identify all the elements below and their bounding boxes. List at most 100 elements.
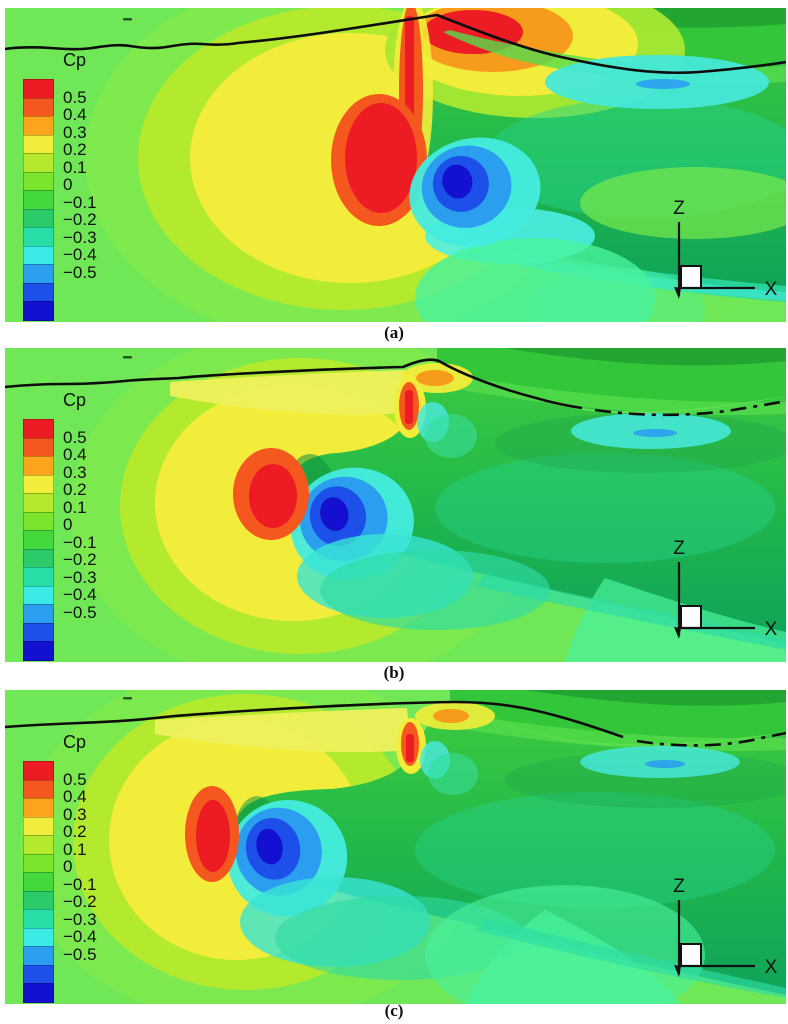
free-surface-line-dashed (594, 399, 786, 417)
colorbar-box (23, 927, 54, 947)
colorbar-box (23, 153, 54, 173)
colorbar-box (23, 816, 54, 836)
colorbar-tick: −0.2 (63, 550, 97, 569)
colorbar-box (23, 190, 54, 210)
colorbar-box (23, 890, 54, 910)
colorbar-box (23, 548, 54, 568)
colorbar-tick: 0.4 (63, 787, 87, 806)
origin-box (680, 605, 702, 629)
z-axis-label: Z (673, 538, 685, 559)
colorbar-tick: 0.2 (63, 140, 87, 159)
colorbar-tick: 0.4 (63, 445, 87, 464)
caption-c: (c) (384, 1001, 404, 1020)
x-axis-label: X (765, 279, 778, 300)
colorbar-box (23, 171, 54, 191)
colorbar-tick: −0.3 (63, 567, 97, 587)
free-surface-line-dashed (636, 731, 786, 747)
colorbar-tick: 0 (63, 515, 73, 534)
colorbar-tick: −0.1 (63, 874, 97, 894)
stagnation-high-pressure (196, 800, 230, 872)
stem-high-pressure-strip (405, 390, 413, 424)
contour-plot-b: Z X (5, 348, 786, 662)
colorbar-tick: −0.5 (63, 262, 97, 282)
colorbar-tick: −0.5 (63, 602, 97, 622)
colorbar-boxes (23, 419, 54, 661)
colorbar-box (23, 97, 54, 117)
colorbar-box (23, 779, 54, 799)
colorbar-tick: 0.3 (63, 462, 87, 482)
colorbar-box (23, 208, 54, 228)
colorbar-tick: −0.3 (63, 227, 97, 247)
colorbar-tick: −0.2 (63, 892, 97, 911)
axis-indicator: Z X (673, 538, 777, 640)
x-axis-label: X (765, 957, 778, 978)
colorbar-box (23, 604, 54, 624)
cp-colorbar: Cp 0.5 0.4 0.3 0.2 0.1 (15, 390, 145, 661)
forefoot-low-pressure (409, 137, 541, 247)
colorbar-tick: −0.1 (63, 532, 97, 552)
origin-box (680, 265, 702, 289)
colorbar-box (23, 301, 54, 321)
colorbar-tick: 0.4 (63, 105, 87, 124)
colorbar-tick: 0.1 (63, 157, 87, 177)
caption-b: (b) (383, 663, 405, 682)
colorbar-box (23, 872, 54, 892)
cp-colorbar: Cp 0.5 0.4 0.3 0.2 0.1 (15, 732, 145, 1003)
legend-title: Cp (63, 390, 87, 410)
axis-arrow-icon (674, 287, 681, 299)
colorbar-tick: −0.4 (63, 245, 97, 264)
colorbar-tick: −0.3 (63, 909, 97, 929)
colorbar-box (23, 456, 54, 476)
colorbar-box (23, 853, 54, 873)
contour-panel-a: Z X Cp 0.5 0.4 (5, 8, 786, 322)
colorbar-tick: 0.3 (63, 122, 87, 142)
colorbar-box (23, 474, 54, 494)
colorbar-tick: −0.4 (63, 927, 97, 946)
colorbar-box (23, 567, 54, 587)
colorbar-box (23, 585, 54, 605)
colorbar-box (23, 134, 54, 154)
colorbar-box (23, 798, 54, 818)
axis-arrow-icon (674, 627, 681, 639)
colorbar-tick: −0.4 (63, 585, 97, 604)
colorbar-boxes (23, 79, 54, 321)
contour-plot-a: Z X (5, 8, 786, 322)
legend-title: Cp (63, 732, 87, 752)
axis-indicator: Z X (673, 876, 777, 978)
colorbar-box (23, 964, 54, 984)
free-surface-line (5, 358, 583, 410)
colorbar-box (23, 419, 54, 439)
colorbar-tick: 0.3 (63, 804, 87, 824)
caption-a: (a) (384, 323, 404, 342)
bulb-low-pressure (227, 799, 348, 917)
colorbar-tick: 0.1 (63, 497, 87, 517)
stagnation-high-pressure (249, 464, 297, 528)
contour-panel-c: Z X Cp 0.5 0.4 (5, 690, 786, 1004)
free-surface-line (5, 700, 624, 739)
colorbar-box (23, 493, 54, 513)
colorbar-boxes (23, 761, 54, 1003)
free-surface-line (5, 13, 786, 75)
colorbar-tick: 0 (63, 175, 73, 194)
colorbar-box (23, 511, 54, 531)
colorbar-tick: 0.2 (63, 480, 87, 499)
colorbar-tick: 0 (63, 857, 73, 876)
colorbar-box (23, 909, 54, 929)
colorbar-box (23, 835, 54, 855)
colorbar-box (23, 437, 54, 457)
colorbar-box (23, 622, 54, 642)
colorbar-tick: 0.1 (63, 839, 87, 859)
colorbar-tick: −0.1 (63, 192, 97, 212)
contour-plot-c: Z X (5, 690, 786, 1004)
cp-colorbar: Cp 0.5 0.4 0.3 0.2 0.1 (15, 50, 145, 321)
colorbar-box (23, 946, 54, 966)
colorbar-box (23, 983, 54, 1003)
colorbar-tick: 0.5 (63, 769, 87, 789)
contour-panel-b: Z X Cp 0.5 0.4 (5, 348, 786, 662)
colorbar-box (23, 79, 54, 99)
z-axis-label: Z (673, 876, 685, 897)
colorbar-box (23, 245, 54, 265)
colorbar-tick: 0.5 (63, 87, 87, 107)
x-axis-label: X (765, 619, 778, 640)
